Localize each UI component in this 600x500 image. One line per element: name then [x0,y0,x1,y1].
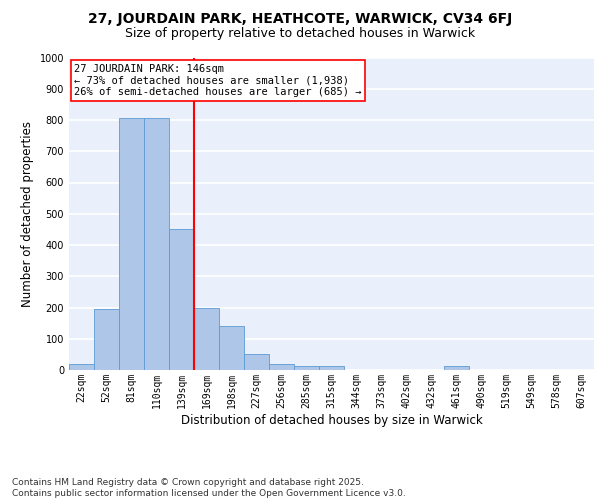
Text: 27, JOURDAIN PARK, HEATHCOTE, WARWICK, CV34 6FJ: 27, JOURDAIN PARK, HEATHCOTE, WARWICK, C… [88,12,512,26]
Text: 27 JOURDAIN PARK: 146sqm
← 73% of detached houses are smaller (1,938)
26% of sem: 27 JOURDAIN PARK: 146sqm ← 73% of detach… [74,64,362,97]
Bar [119,118,144,370]
Text: Size of property relative to detached houses in Warwick: Size of property relative to detached ho… [125,28,475,40]
Bar [319,366,344,370]
Text: Contains HM Land Registry data © Crown copyright and database right 2025.
Contai: Contains HM Land Registry data © Crown c… [12,478,406,498]
Bar [94,309,119,370]
Bar [444,366,469,370]
Bar [194,308,219,370]
Bar [169,230,194,370]
Bar [69,364,94,370]
Bar [269,364,294,370]
X-axis label: Distribution of detached houses by size in Warwick: Distribution of detached houses by size … [181,414,482,426]
Bar [294,366,319,370]
Bar [244,354,269,370]
Bar [144,118,169,370]
Y-axis label: Number of detached properties: Number of detached properties [21,120,34,306]
Bar [219,326,244,370]
